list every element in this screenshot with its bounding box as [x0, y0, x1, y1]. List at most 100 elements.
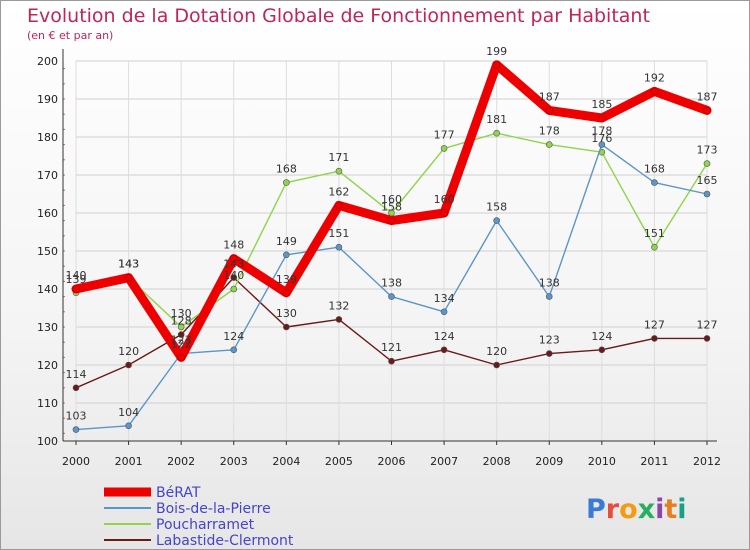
data-point [335, 167, 343, 175]
x-tick-label: 2004 [272, 455, 300, 468]
axes: 100 110 120 130 140 150 160 170 180 190 200 2000 200… [37, 49, 721, 468]
data-point [545, 106, 554, 115]
series-group [71, 60, 712, 433]
x-tick-label: 2000 [62, 455, 90, 468]
data-label: 158 [381, 201, 402, 214]
data-point [72, 426, 80, 433]
y-tick-label: 180 [37, 131, 58, 144]
data-label: 149 [276, 235, 297, 248]
data-point [283, 179, 290, 186]
data-label: 178 [539, 125, 560, 138]
legend-label: Bois-de-la-Pierre [156, 501, 271, 517]
y-tick-label: 140 [37, 283, 58, 296]
data-label: 139 [66, 273, 87, 286]
data-point [335, 243, 343, 251]
legend-label: Labastide-Clermont [156, 533, 294, 549]
data-label: 132 [328, 299, 349, 312]
data-label: 187 [697, 90, 718, 103]
data-label: 130 [171, 307, 192, 320]
data-label: 168 [276, 163, 297, 176]
data-label: 192 [644, 71, 665, 84]
data-label: 178 [591, 125, 612, 138]
data-label: 160 [381, 193, 402, 206]
data-point [335, 316, 343, 323]
data-point [440, 308, 448, 316]
data-label: 143 [118, 258, 139, 271]
data-label: 103 [66, 410, 87, 423]
data-point [440, 346, 448, 354]
data-point [387, 216, 396, 225]
data-label: 181 [486, 113, 507, 126]
data-label: 139 [276, 273, 297, 286]
data-label: 124 [591, 330, 612, 343]
legend-label: Poucharramet [156, 517, 255, 533]
y-tick-label: 170 [37, 169, 58, 182]
x-tick-label: 2012 [693, 455, 721, 468]
data-label: 120 [486, 345, 507, 358]
x-tick-label: 2005 [325, 455, 353, 468]
data-point [72, 384, 80, 392]
logo-text: Proxiti [586, 494, 687, 525]
y-tick-label: 200 [37, 55, 58, 68]
data-point [177, 323, 185, 331]
data-label: 124 [434, 330, 455, 343]
data-point [283, 323, 290, 331]
y-tick-label: 120 [37, 359, 58, 372]
data-point [230, 285, 238, 293]
data-label: 151 [644, 227, 665, 240]
data-point [651, 179, 658, 186]
data-point [440, 145, 448, 152]
y-tick-label: 150 [37, 245, 58, 258]
data-label: 177 [434, 128, 455, 141]
data-label: 104 [118, 406, 139, 419]
data-point [598, 346, 606, 354]
data-label: 127 [697, 318, 718, 331]
x-tick-label: 2009 [535, 455, 563, 468]
data-point [440, 209, 448, 217]
data-point [598, 114, 606, 122]
data-label: 143 [118, 258, 139, 271]
x-tick-label: 2006 [378, 455, 406, 468]
data-label: 121 [381, 341, 402, 354]
data-point [703, 106, 711, 115]
chart-title: Evolution de la Dotation Globale de Fonc… [27, 5, 650, 27]
data-label: 128 [171, 315, 192, 328]
data-labels: 114 120 128 143 130 132 121 124 120 123 124 127 127 1… [66, 45, 718, 423]
data-label: 185 [591, 98, 612, 111]
proxiti-logo: Proxiti [586, 494, 687, 525]
data-label: 127 [644, 318, 665, 331]
data-label: 171 [328, 151, 349, 164]
x-tick-label: 2010 [588, 455, 616, 468]
data-label: 143 [223, 258, 244, 271]
data-point [230, 346, 238, 354]
data-label: 123 [539, 334, 560, 347]
data-label: 173 [697, 144, 718, 157]
data-label: 199 [486, 45, 507, 58]
data-point [651, 243, 658, 251]
data-label: 122 [171, 337, 192, 350]
y-tick-label: 110 [37, 397, 58, 410]
data-point [177, 331, 185, 338]
x-tick-label: 2007 [430, 455, 458, 468]
data-label: 123 [171, 334, 192, 347]
data-point [598, 141, 606, 148]
data-label: 140 [66, 269, 87, 282]
legend-label: BéRAT [156, 485, 201, 501]
x-tick-label: 2011 [640, 455, 668, 468]
data-label: 158 [486, 201, 507, 214]
data-point [493, 217, 500, 224]
data-label: 176 [591, 132, 612, 145]
data-point [125, 361, 132, 369]
data-point [282, 288, 291, 297]
data-point [651, 335, 658, 342]
data-point [545, 293, 553, 300]
data-point [493, 129, 500, 137]
y-tick-label: 190 [37, 93, 58, 106]
y-tick-label: 160 [37, 207, 58, 220]
data-point [124, 273, 133, 282]
data-label: 187 [539, 90, 560, 103]
data-point [388, 357, 395, 365]
y-tick-label: 130 [37, 321, 58, 334]
